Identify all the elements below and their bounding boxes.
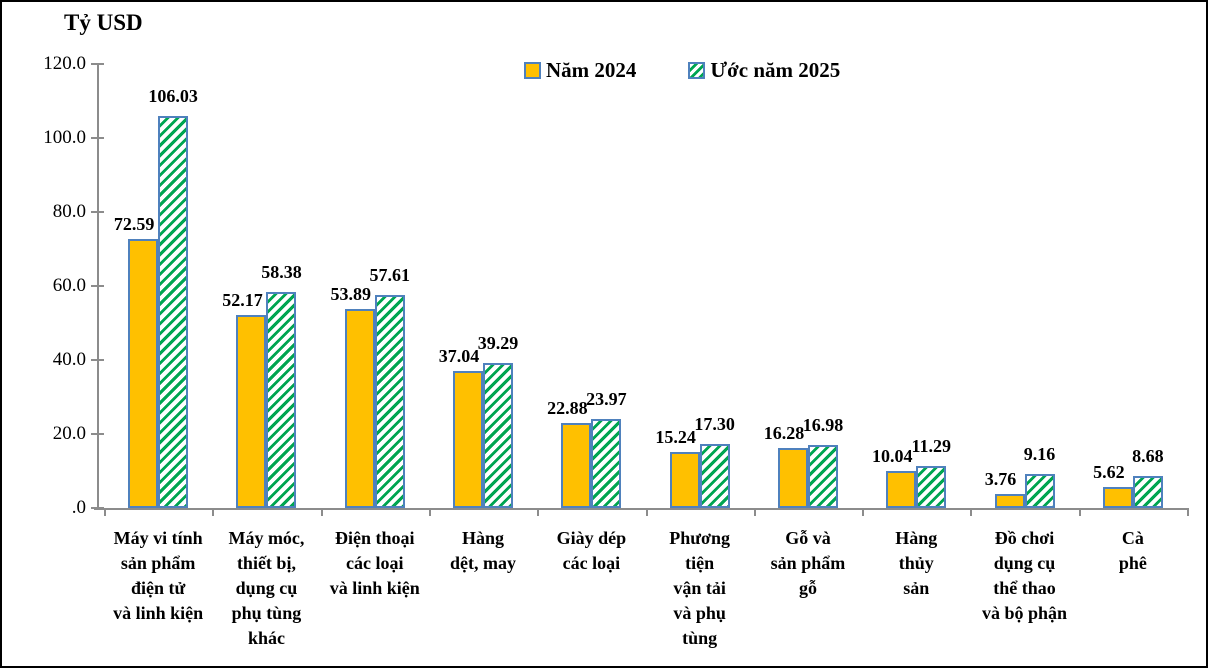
bar-uoc-2025 bbox=[591, 419, 622, 508]
category-label: Máy móc, thiết bị, dụng cụ phụ tùng khác bbox=[228, 528, 305, 648]
x-tick-mark bbox=[537, 508, 540, 516]
chart-title: Tỷ USD bbox=[64, 10, 143, 35]
y-tick-label: 40.0 bbox=[52, 349, 86, 370]
bar-nam-2024 bbox=[777, 447, 808, 508]
legend-label-uoc-2025: Ước năm 2025 bbox=[710, 58, 841, 82]
x-tick-mark bbox=[970, 508, 973, 516]
bar-value-label-uoc-2025: 8.68 bbox=[1132, 445, 1164, 466]
category-label: Giày dép các loại bbox=[556, 528, 627, 573]
bar-value-label-uoc-2025: 9.16 bbox=[1023, 444, 1056, 465]
bar-nam-2024 bbox=[886, 470, 917, 508]
x-tick-mark bbox=[753, 508, 756, 516]
bar-nam-2024 bbox=[669, 451, 700, 508]
bar-value-label-uoc-2025: 58.38 bbox=[261, 261, 302, 282]
x-axis-line bbox=[94, 508, 1189, 510]
bar-nam-2024 bbox=[561, 423, 592, 508]
legend-item-nam-2024: Năm 2024 bbox=[524, 58, 636, 83]
x-tick-mark bbox=[1187, 508, 1189, 516]
y-tick-label: 80.0 bbox=[52, 201, 86, 222]
bar-value-label-uoc-2025: 11.29 bbox=[911, 436, 952, 457]
bar-nam-2024 bbox=[344, 308, 375, 508]
bar-uoc-2025 bbox=[374, 294, 405, 508]
category-label: Hàng thủy sản bbox=[895, 528, 938, 598]
bar-nam-2024 bbox=[994, 494, 1025, 508]
bar-uoc-2025 bbox=[158, 115, 189, 508]
category-label: Gỗ và sản phẩm gỗ bbox=[770, 528, 846, 598]
bar-value-label-nam-2024: 22.88 bbox=[547, 398, 588, 419]
bar-value-label-nam-2024: 16.28 bbox=[763, 422, 805, 443]
bar-uoc-2025 bbox=[807, 445, 838, 508]
legend: Năm 2024 Ước năm 2025 bbox=[524, 58, 840, 83]
y-tick-label: 60.0 bbox=[52, 275, 86, 296]
bar-value-label-nam-2024: 37.04 bbox=[438, 345, 480, 366]
bar-nam-2024 bbox=[236, 314, 267, 508]
bar-value-label-nam-2024: 5.62 bbox=[1093, 462, 1125, 483]
bar-nam-2024 bbox=[453, 370, 484, 508]
bar-value-label-uoc-2025: 57.61 bbox=[369, 264, 411, 285]
legend-item-uoc-2025: Ước năm 2025 bbox=[688, 58, 840, 83]
category-label: Đồ chơi dụng cụ thể thao và bộ phận bbox=[982, 528, 1068, 623]
bar-value-label-nam-2024: 10.04 bbox=[872, 445, 913, 466]
bar-value-label-uoc-2025: 39.29 bbox=[477, 332, 519, 353]
legend-label-nam-2024: Năm 2024 bbox=[546, 58, 637, 82]
bar-value-label-nam-2024: 3.76 bbox=[984, 469, 1017, 490]
bar-uoc-2025 bbox=[699, 443, 730, 508]
x-tick-mark bbox=[1078, 508, 1081, 516]
bar-value-label-uoc-2025: 106.03 bbox=[148, 85, 198, 106]
bar-value-label-nam-2024: 52.17 bbox=[222, 289, 263, 310]
legend-swatch-nam-2024-icon bbox=[524, 62, 541, 79]
y-tick-label: 100.0 bbox=[43, 127, 86, 148]
bar-value-label-uoc-2025: 23.97 bbox=[586, 389, 627, 410]
bar-uoc-2025 bbox=[266, 291, 297, 508]
category-label: Cà phê bbox=[1118, 528, 1147, 573]
category-label: Hàng dệt, may bbox=[450, 528, 517, 573]
x-tick-mark bbox=[320, 508, 323, 516]
y-tick-label: 20.0 bbox=[52, 423, 86, 444]
bar-uoc-2025 bbox=[1132, 475, 1163, 508]
category-label: Phương tiện vận tải và phụ tùng bbox=[669, 528, 731, 648]
category-label: Điện thoại các loại và linh kiện bbox=[329, 528, 420, 598]
x-tick-mark bbox=[212, 508, 215, 516]
bar-value-label-uoc-2025: 16.98 bbox=[802, 415, 844, 436]
bar-uoc-2025 bbox=[916, 466, 947, 508]
x-tick-mark bbox=[104, 508, 106, 516]
bar-uoc-2025 bbox=[1024, 474, 1055, 508]
bar-value-label-nam-2024: 15.24 bbox=[655, 426, 696, 447]
x-tick-mark bbox=[428, 508, 431, 516]
bar-nam-2024 bbox=[1102, 487, 1133, 508]
category-label: Máy vi tính sản phẩm điện tử và linh kiệ… bbox=[113, 528, 204, 623]
bar-value-label-uoc-2025: 17.30 bbox=[694, 413, 735, 434]
x-tick-mark bbox=[862, 508, 865, 516]
bar-nam-2024 bbox=[128, 239, 159, 508]
legend-swatch-uoc-2025-icon bbox=[688, 62, 706, 79]
bar-value-label-nam-2024: 72.59 bbox=[113, 214, 155, 235]
x-tick-mark bbox=[645, 508, 648, 516]
bar-uoc-2025 bbox=[483, 362, 514, 508]
y-axis-line bbox=[97, 64, 99, 510]
y-tick-label: 120.0 bbox=[43, 53, 86, 74]
y-tick-label: .0 bbox=[71, 497, 86, 518]
bar-value-label-nam-2024: 53.89 bbox=[330, 283, 372, 304]
